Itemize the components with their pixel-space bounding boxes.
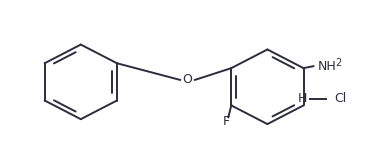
Text: NH: NH (318, 60, 336, 73)
Text: H: H (298, 92, 307, 105)
Text: O: O (182, 73, 192, 86)
Text: F: F (223, 115, 230, 128)
Text: 2: 2 (335, 58, 341, 68)
Text: Cl: Cl (334, 92, 347, 105)
